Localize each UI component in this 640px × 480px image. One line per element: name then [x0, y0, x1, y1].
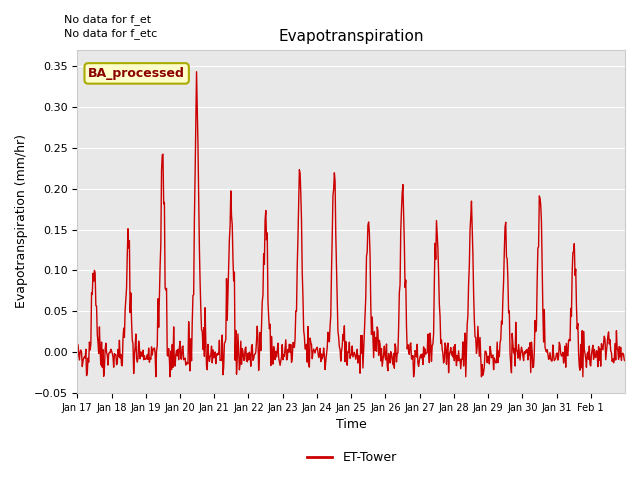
X-axis label: Time: Time — [336, 419, 367, 432]
Text: No data for f_etc: No data for f_etc — [64, 28, 157, 39]
Title: Evapotranspiration: Evapotranspiration — [278, 29, 424, 44]
Text: No data for f_et: No data for f_et — [64, 13, 151, 24]
Y-axis label: Evapotranspiration (mm/hr): Evapotranspiration (mm/hr) — [15, 134, 28, 309]
Legend: ET-Tower: ET-Tower — [302, 446, 402, 469]
Text: BA_processed: BA_processed — [88, 67, 185, 80]
